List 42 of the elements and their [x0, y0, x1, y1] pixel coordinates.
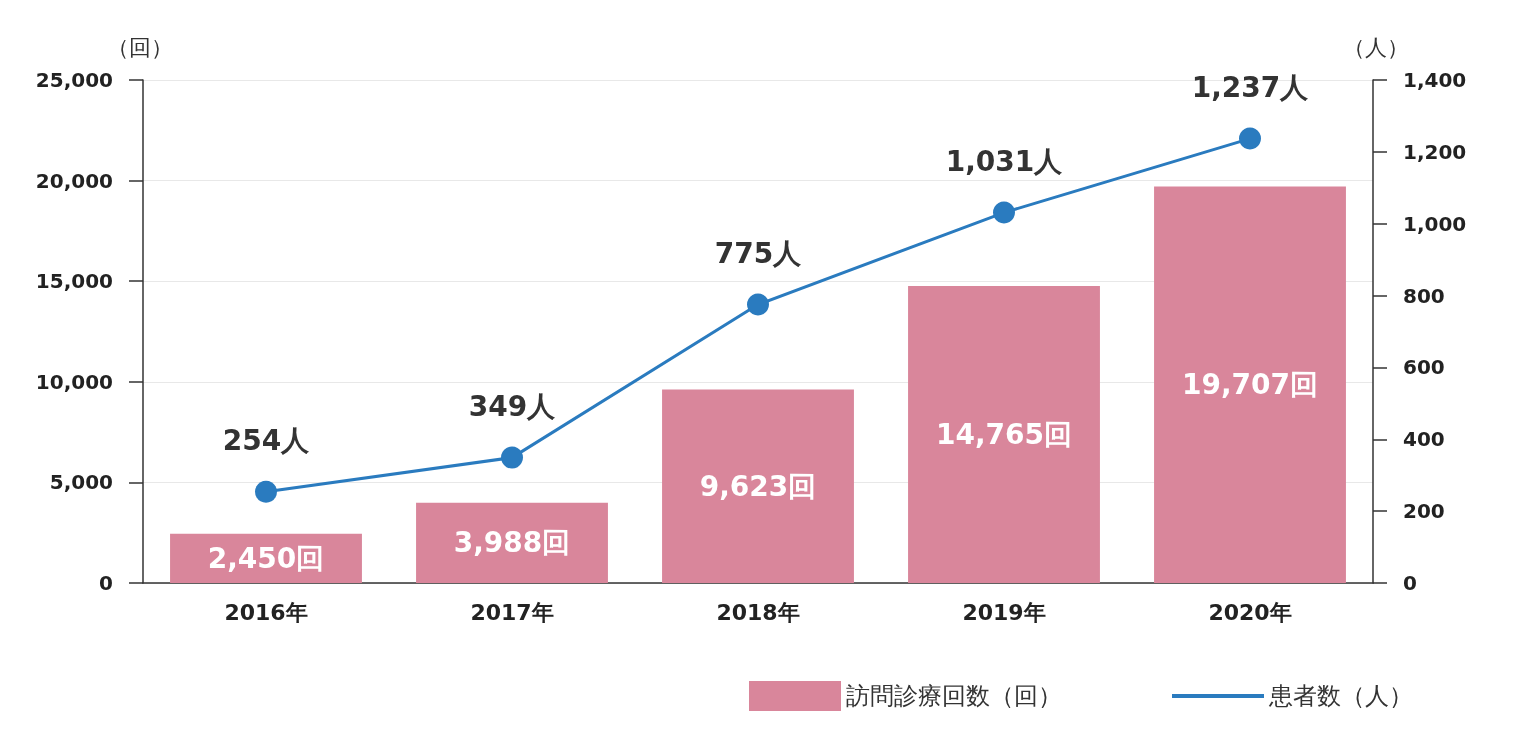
y2-tick-label: 400 — [1403, 427, 1445, 452]
bar — [662, 389, 854, 583]
x-tick-label: 2020年 — [1208, 599, 1292, 625]
x-tick-label: 2017年 — [470, 599, 554, 625]
point — [255, 480, 277, 503]
data-label: 19,707回 — [1181, 368, 1319, 402]
y2-axis-title: （人） — [1343, 34, 1409, 60]
y2-tick-label: 1,000 — [1403, 211, 1467, 236]
bar — [908, 285, 1100, 583]
data-label: 775人 — [714, 237, 803, 271]
y2-tick-label: 200 — [1403, 499, 1445, 524]
y-tick-label: 15,000 — [35, 269, 113, 294]
data-label: 1,031人 — [945, 145, 1064, 179]
y-axis-title: （回） — [107, 34, 173, 60]
x-tick-label: 2019年 — [962, 599, 1046, 625]
y2-tick-label: 800 — [1403, 283, 1445, 308]
point — [993, 201, 1015, 224]
data-label: 349人 — [468, 390, 557, 424]
point — [747, 293, 769, 316]
data-label: 2,450回 — [207, 541, 325, 575]
y-tick-label: 5,000 — [49, 470, 113, 495]
y2-tick-label: 1,400 — [1403, 68, 1467, 92]
y2-tick-label: 0 — [1403, 571, 1417, 595]
data-label: 14,765回 — [935, 417, 1073, 451]
y-tick-label: 0 — [99, 571, 113, 595]
x-tick-label: 2018年 — [716, 599, 800, 625]
data-label: 3,988回 — [453, 526, 571, 560]
y-tick-label: 25,000 — [35, 68, 113, 92]
legend-label: 訪問診療回数（回） — [846, 682, 1062, 710]
point — [501, 446, 523, 469]
y2-tick-label: 600 — [1403, 355, 1445, 380]
x-tick-label: 2016年 — [224, 599, 308, 625]
legend-label: 患者数（人） — [1268, 682, 1413, 710]
data-label: 9,623回 — [699, 469, 817, 503]
bar — [416, 502, 608, 583]
y-tick-label: 10,000 — [35, 369, 113, 394]
data-label: 1,237人 — [1191, 71, 1310, 105]
y-tick-label: 20,000 — [35, 168, 113, 193]
y2-tick-label: 1,200 — [1403, 139, 1467, 164]
point — [1239, 127, 1261, 150]
data-label: 254人 — [222, 424, 311, 458]
bar — [1154, 186, 1346, 583]
